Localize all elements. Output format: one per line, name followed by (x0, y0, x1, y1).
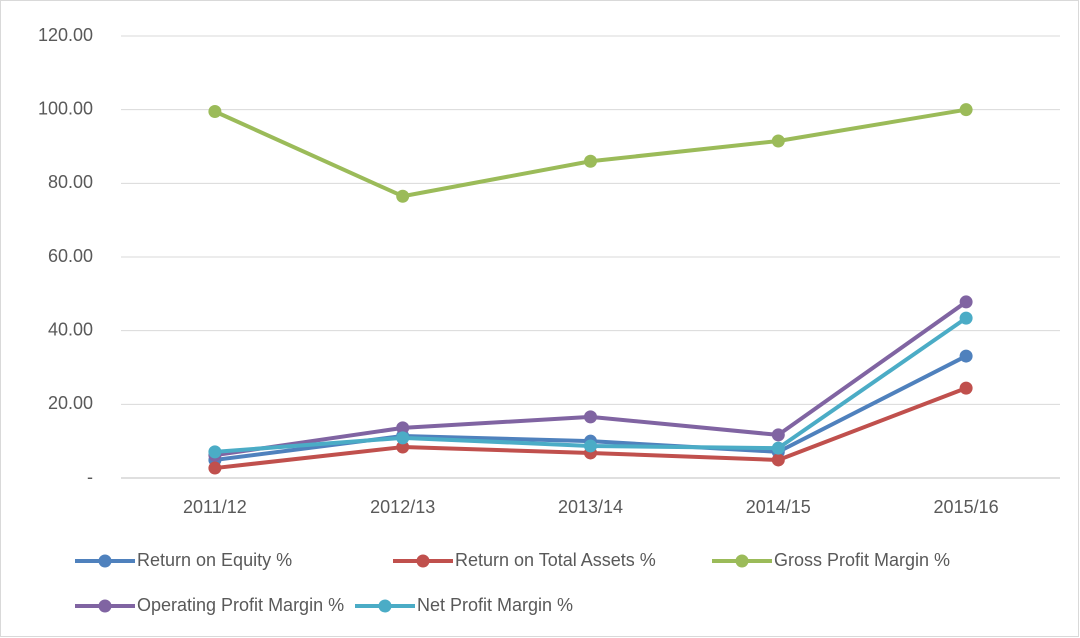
x-tick-label: 2015/16 (934, 497, 999, 517)
y-tick-label: 20.00 (48, 393, 93, 413)
legend-label: Operating Profit Margin % (137, 595, 344, 615)
data-point (771, 428, 785, 442)
data-point (959, 381, 973, 395)
legend-label: Net Profit Margin % (417, 595, 573, 615)
data-point (396, 440, 410, 454)
x-tick-label: 2011/12 (183, 497, 247, 517)
legend-label: Gross Profit Margin % (774, 550, 950, 570)
x-tick-label: 2014/15 (746, 497, 811, 517)
x-tick-label: 2013/14 (558, 497, 623, 517)
legend-marker (98, 599, 112, 613)
data-point (584, 439, 597, 453)
y-tick-label: 60.00 (48, 246, 93, 266)
y-tick-label: - (87, 467, 93, 487)
y-tick-label: 80.00 (48, 172, 93, 192)
legend-marker (735, 554, 749, 568)
y-tick-label: 40.00 (48, 319, 93, 339)
data-point (959, 103, 973, 117)
data-point (584, 410, 597, 424)
data-point (771, 441, 785, 455)
data-point (584, 154, 597, 168)
x-tick-label: 2012/13 (370, 497, 435, 517)
data-point (396, 421, 410, 435)
legend-marker (416, 554, 430, 568)
data-point (208, 445, 222, 459)
data-point (771, 134, 785, 148)
data-point (771, 453, 785, 467)
legend-label: Return on Equity % (137, 550, 292, 570)
data-point (959, 311, 973, 325)
data-point (959, 295, 973, 309)
y-tick-label: 120.00 (38, 25, 93, 45)
legend-marker (378, 599, 392, 613)
data-point (396, 189, 410, 203)
data-point (396, 431, 410, 445)
data-point (208, 105, 222, 119)
legend-marker (98, 554, 112, 568)
data-point (208, 461, 222, 475)
legend-label: Return on Total Assets % (455, 550, 656, 570)
data-point (959, 349, 973, 363)
y-tick-label: 100.00 (38, 98, 93, 118)
